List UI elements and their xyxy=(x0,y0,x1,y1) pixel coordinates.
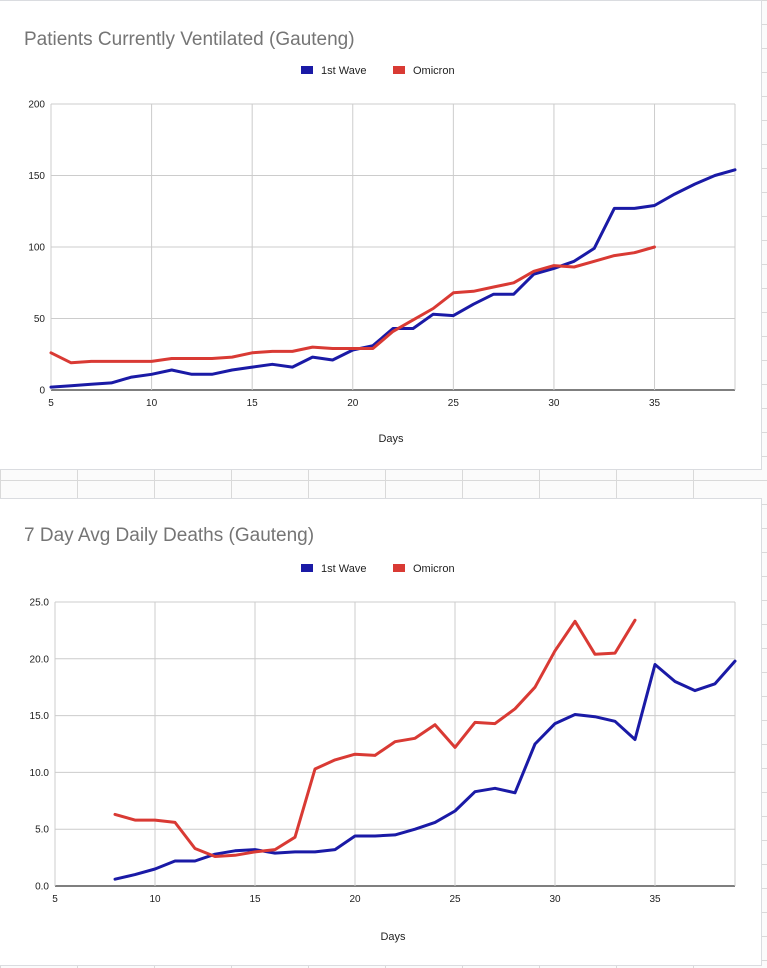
series-line-omicron xyxy=(113,618,637,858)
y-tick-label: 0.0 xyxy=(35,882,49,893)
chart-panel-ventilated[interactable]: Patients Currently Ventilated (Gauteng) 1… xyxy=(0,0,762,470)
legend-swatch-2 xyxy=(393,564,405,572)
x-tick-label: 30 xyxy=(548,398,560,409)
chart-deaths: 7 Day Avg Daily Deaths (Gauteng) 1st Wave… xyxy=(24,525,737,943)
series-line-1st-wave xyxy=(113,659,737,881)
legend-label-1: 1st Wave xyxy=(321,65,366,77)
legend-label-2: Omicron xyxy=(413,65,455,77)
legend-swatch-1 xyxy=(301,66,313,74)
x-tick-label: 20 xyxy=(347,398,359,409)
x-tick-label: 35 xyxy=(649,894,661,905)
y-tick-label: 50 xyxy=(34,314,46,325)
y-tick-label: 10.0 xyxy=(30,768,50,779)
x-tick-label: 10 xyxy=(149,894,161,905)
y-tick-label: 200 xyxy=(28,100,45,111)
x-tick-label: 15 xyxy=(247,398,259,409)
x-tick-label: 30 xyxy=(549,894,561,905)
x-tick-label: 5 xyxy=(48,398,54,409)
y-tick-label: 20.0 xyxy=(30,654,50,665)
legend-swatch-1 xyxy=(301,564,313,572)
x-tick-label: 5 xyxy=(52,894,58,905)
y-tick-label: 15.0 xyxy=(30,711,50,722)
chart-ventilated: Patients Currently Ventilated (Gauteng) 1… xyxy=(24,29,737,445)
series-line-1st-wave xyxy=(49,168,737,389)
x-tick-label: 25 xyxy=(449,894,461,905)
x-tick-label: 20 xyxy=(349,894,361,905)
series-line-omicron xyxy=(49,245,656,365)
x-tick-label: 15 xyxy=(249,894,261,905)
chart-title: Patients Currently Ventilated (Gauteng) xyxy=(24,29,355,50)
chart-title: 7 Day Avg Daily Deaths (Gauteng) xyxy=(24,525,314,546)
legend: 1st Wave Omicron xyxy=(301,563,455,575)
y-tick-label: 25.0 xyxy=(30,598,50,609)
x-tick-label: 35 xyxy=(649,398,661,409)
x-axis-label: Days xyxy=(378,433,404,445)
legend-label-1: 1st Wave xyxy=(321,563,366,575)
chart-panel-deaths[interactable]: 7 Day Avg Daily Deaths (Gauteng) 1st Wave… xyxy=(0,498,762,966)
x-tick-label: 25 xyxy=(448,398,460,409)
legend-swatch-2 xyxy=(393,66,405,74)
x-axis-label: Days xyxy=(380,931,406,943)
legend: 1st Wave Omicron xyxy=(301,65,455,77)
x-tick-label: 10 xyxy=(146,398,158,409)
y-tick-label: 5.0 xyxy=(35,825,49,836)
y-tick-label: 150 xyxy=(28,171,45,182)
y-tick-label: 0 xyxy=(39,386,45,397)
legend-label-2: Omicron xyxy=(413,563,455,575)
y-tick-label: 100 xyxy=(28,243,45,254)
